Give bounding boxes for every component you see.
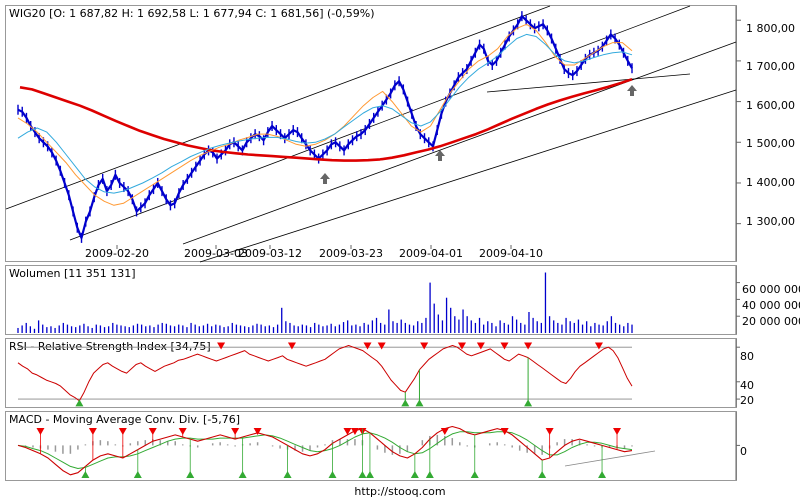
rsi-y-tick-label: 40 <box>740 379 754 392</box>
macd-sell-marker <box>350 428 359 435</box>
price-y-tick-label: 1 700,00 <box>746 60 795 73</box>
volume-y-tick-label: 40 000 000 <box>742 299 800 312</box>
macd-sell-marker <box>545 428 554 435</box>
macd-sell-marker <box>231 428 240 435</box>
sell-signal-marker <box>377 342 386 350</box>
channel-line <box>182 41 737 245</box>
price-series <box>17 11 633 243</box>
macd-sell-marker <box>118 428 127 435</box>
rsi-series <box>17 339 740 407</box>
moving-average-mid-line <box>17 33 633 194</box>
x-tick-label: 2009-03-03 <box>184 247 248 260</box>
price-y-tick-label: 1 600,00 <box>746 99 795 112</box>
sell-signal-marker <box>420 342 429 350</box>
macd-sell-marker <box>36 428 45 435</box>
sell-signal-marker <box>457 342 466 350</box>
macd-panel-frame <box>5 411 737 481</box>
channel-line <box>69 5 691 241</box>
macd-buy-marker <box>365 471 374 478</box>
rsi-panel-title: RSI - Relative Strength Index [34,75] <box>9 340 211 353</box>
macd-buy-marker <box>358 471 367 478</box>
macd-buy-marker <box>283 471 292 478</box>
macd-line <box>17 425 633 476</box>
macd-buy-marker <box>425 471 434 478</box>
price-y-tick-label: 1 300,00 <box>746 215 795 228</box>
volume-panel-title: Wolumen [11 351 131] <box>9 267 136 280</box>
x-tick-label: 2009-02-20 <box>85 247 149 260</box>
macd-sell-marker <box>178 428 187 435</box>
channel-line <box>5 5 551 210</box>
macd-buy-marker <box>81 471 90 478</box>
channel-line <box>199 89 737 263</box>
price-y-tick-label: 1 800,00 <box>746 22 795 35</box>
volume-y-tick-label: 60 000 000 <box>742 283 800 296</box>
price-grid <box>116 6 741 261</box>
macd-buy-marker <box>538 471 547 478</box>
volume-y-tick-label: 20 000 000 <box>742 315 800 328</box>
macd-sell-marker <box>440 428 449 435</box>
x-tick-label: 2009-04-10 <box>479 247 543 260</box>
macd-buy-marker <box>328 471 337 478</box>
up-arrow-icon <box>627 85 637 96</box>
rsi-y-tick-label: 80 <box>740 350 754 363</box>
source-link[interactable]: http://stooq.com <box>354 485 445 498</box>
macd-sell-marker <box>343 428 352 435</box>
sell-signal-marker <box>476 342 485 350</box>
macd-buy-marker <box>470 471 479 478</box>
buy-signal-marker <box>415 399 424 407</box>
macd-buy-marker <box>186 471 195 478</box>
support-line <box>486 73 691 93</box>
moving-average-fast-line <box>17 23 633 206</box>
signal-arrows <box>320 85 637 184</box>
x-tick-label: 2009-03-23 <box>319 247 383 260</box>
rsi-y-tick-label: 20 <box>740 394 754 407</box>
macd-sell-marker <box>148 428 157 435</box>
price-panel-title: WIG20 [O: 1 687,82 H: 1 692,58 L: 1 677,… <box>9 7 375 20</box>
volume-bars <box>17 266 740 334</box>
x-tick-label: 2009-04-01 <box>399 247 463 260</box>
macd-buy-marker <box>410 471 419 478</box>
macd-sell-marker <box>500 428 509 435</box>
sell-signal-marker <box>363 342 372 350</box>
sell-signal-marker <box>217 342 226 350</box>
macd-sell-marker <box>613 428 622 435</box>
price-panel-frame <box>5 5 737 262</box>
up-arrow-icon <box>320 173 330 184</box>
macd-panel-title: MACD - Moving Average Conv. Div. [-5,76] <box>9 413 240 426</box>
sell-signal-marker <box>594 342 603 350</box>
macd-sell-marker <box>88 428 97 435</box>
volume-panel-frame <box>5 265 737 335</box>
macd-buy-marker <box>238 471 247 478</box>
moving-average-long-line <box>19 77 633 162</box>
macd-sell-marker <box>253 428 262 435</box>
price-y-tick-label: 1 400,00 <box>746 176 795 189</box>
buy-signal-marker <box>524 399 533 407</box>
macd-series <box>17 412 740 480</box>
macd-buy-marker <box>133 471 142 478</box>
sell-signal-marker <box>524 342 533 350</box>
macd-trend-line <box>564 450 656 467</box>
macd-buy-marker <box>598 471 607 478</box>
macd-y-tick-label: 0 <box>740 445 747 458</box>
rsi-line <box>17 345 633 402</box>
sell-signal-marker <box>500 342 509 350</box>
sell-signal-marker <box>287 342 296 350</box>
buy-signal-marker <box>401 399 410 407</box>
x-tick-label: 2009-03-12 <box>238 247 302 260</box>
up-arrow-icon <box>435 150 445 161</box>
buy-signal-marker <box>75 399 84 407</box>
trend-channel-lines <box>5 5 737 263</box>
price-y-tick-label: 1 500,00 <box>746 137 795 150</box>
